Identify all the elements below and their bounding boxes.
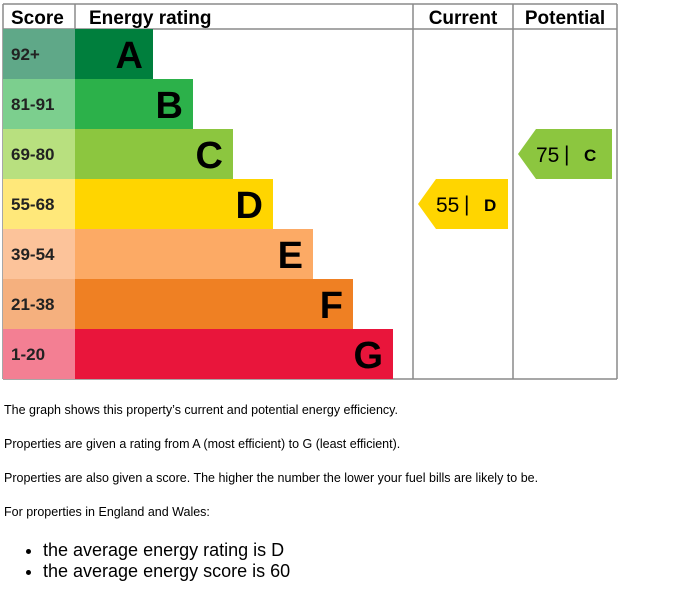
band-score-label: 55-68: [11, 195, 54, 214]
band-bar: [75, 79, 193, 129]
current-rating: 55 | D: [418, 179, 508, 229]
band-letter: C: [196, 135, 223, 177]
current-rating-score: 55: [436, 194, 459, 217]
band-f: 21-38 F: [3, 279, 353, 329]
potential-rating-score: 75: [536, 144, 559, 167]
band-score-label: 81-91: [11, 95, 54, 114]
description-line-3: Properties are also given a score. The h…: [4, 471, 539, 485]
header-energy-rating: Energy rating: [89, 8, 211, 29]
band-bar: [75, 329, 393, 379]
current-rating-letter: D: [484, 196, 496, 215]
band-score-label: 92+: [11, 45, 40, 64]
band-score-cell: [3, 29, 75, 79]
band-score-label: 21-38: [11, 295, 54, 314]
description-line-2: Properties are given a rating from A (mo…: [4, 437, 401, 451]
average-list: the average energy rating is D the avera…: [4, 540, 684, 582]
potential-rating-letter: C: [584, 146, 596, 165]
potential-rating: 75 | C: [518, 129, 612, 179]
description-line-1: The graph shows this property’s current …: [4, 403, 398, 417]
band-letter: A: [116, 35, 143, 77]
potential-rating-arrow: [518, 129, 612, 179]
band-score-cell: [3, 179, 75, 229]
potential-rating-separator: |: [564, 143, 569, 166]
chart-headers: Score Energy rating Current Potential: [11, 8, 605, 29]
band-e: 39-54 E: [3, 229, 313, 279]
rating-bands: 92+ A 81-91 B 69-80 C 55-68 D 39-54 E 21-38 F 1-20 G: [3, 29, 393, 379]
band-letter: E: [278, 235, 303, 277]
description-line-4: For properties in England and Wales:: [4, 505, 210, 519]
epc-chart: Score Energy rating Current Potential 92…: [2, 3, 618, 380]
band-letter: G: [353, 335, 383, 377]
band-letter: B: [156, 85, 183, 127]
band-bar: [75, 279, 353, 329]
header-current: Current: [429, 8, 498, 29]
band-score-label: 1-20: [11, 345, 45, 364]
band-score-cell: [3, 229, 75, 279]
band-score-label: 39-54: [11, 245, 55, 264]
rating-indicators: 55 | D75 | C: [418, 129, 612, 229]
band-g: 1-20 G: [3, 329, 393, 379]
band-bar: [75, 179, 273, 229]
band-score-label: 69-80: [11, 145, 54, 164]
band-bar: [75, 29, 153, 79]
band-score-cell: [3, 129, 75, 179]
description: The graph shows this property’s current …: [4, 403, 684, 582]
band-bar: [75, 129, 233, 179]
current-rating-arrow: [418, 179, 508, 229]
band-letter: D: [236, 185, 263, 227]
band-a: 92+ A: [3, 29, 153, 79]
band-c: 69-80 C: [3, 129, 233, 179]
header-score: Score: [11, 8, 64, 29]
band-score-cell: [3, 79, 75, 129]
current-rating-separator: |: [464, 193, 469, 216]
header-potential: Potential: [525, 8, 605, 29]
band-d: 55-68 D: [3, 179, 273, 229]
band-score-cell: [3, 279, 75, 329]
average-rating-item: the average energy rating is D: [43, 540, 684, 561]
band-score-cell: [3, 329, 75, 379]
average-score-item: the average energy score is 60: [43, 561, 684, 582]
band-b: 81-91 B: [3, 79, 193, 129]
band-bar: [75, 229, 313, 279]
band-letter: F: [320, 285, 343, 327]
